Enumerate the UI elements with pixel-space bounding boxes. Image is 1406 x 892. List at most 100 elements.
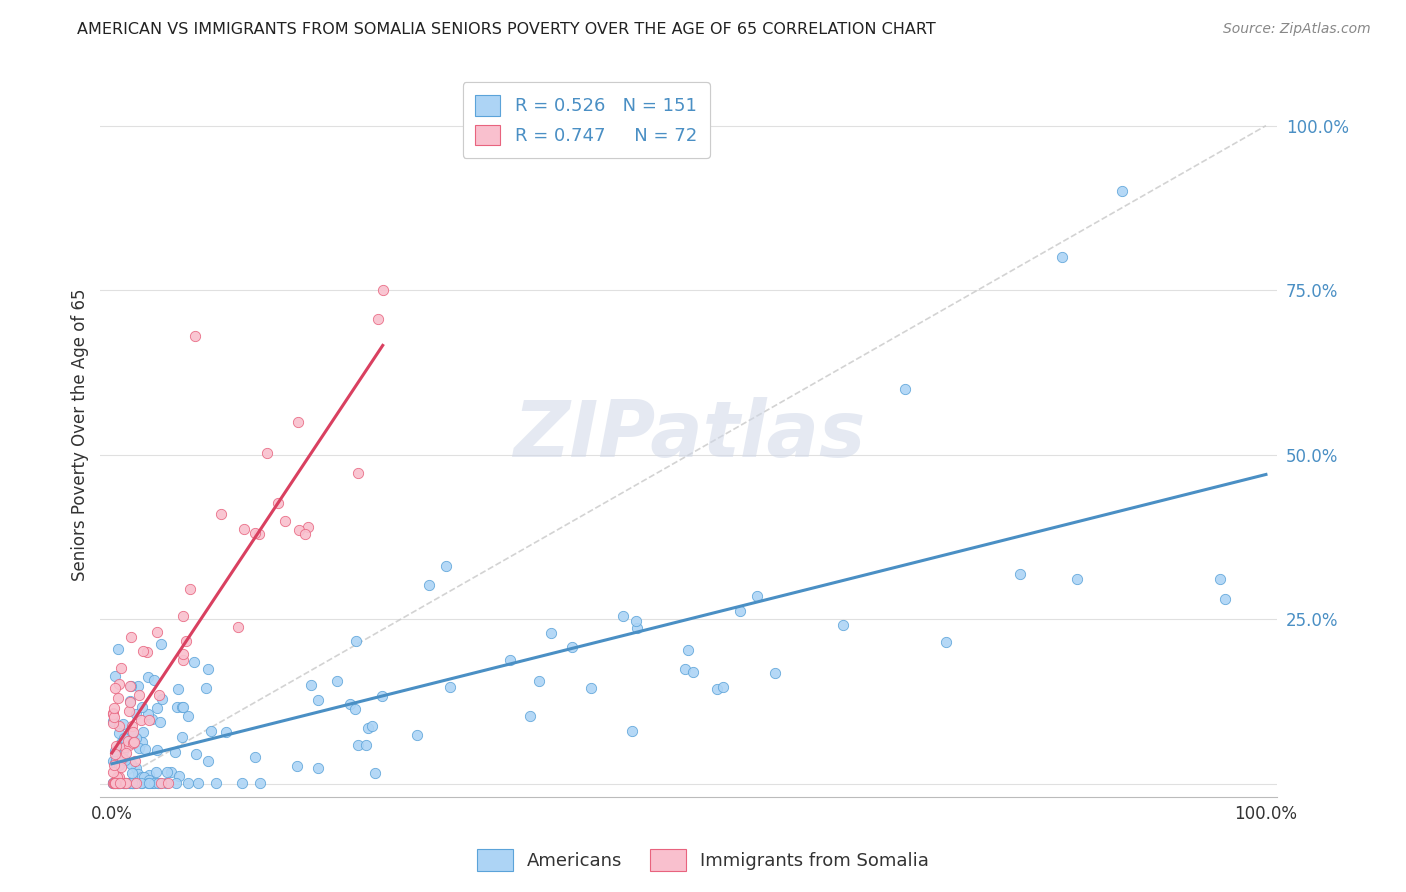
Point (148, 688, 170, 702)
Point (101, 776, 124, 790)
Point (1050, 250, 1073, 264)
Point (132, 725, 155, 739)
Point (114, 739, 136, 754)
Point (436, 559, 458, 574)
Point (118, 704, 141, 718)
Point (120, 756, 142, 771)
Point (166, 682, 188, 697)
Point (122, 735, 145, 749)
Point (107, 677, 129, 691)
Point (122, 776, 145, 790)
Point (297, 520, 319, 534)
Point (122, 776, 145, 790)
Point (1010, 566, 1032, 581)
Point (226, 620, 249, 634)
Point (110, 759, 132, 773)
Point (108, 776, 131, 790)
Point (418, 577, 440, 591)
Point (287, 415, 309, 429)
Point (527, 674, 550, 689)
Text: ZIPatlas: ZIPatlas (513, 397, 865, 473)
Point (105, 776, 128, 790)
Point (111, 776, 134, 790)
Point (149, 775, 172, 789)
Point (117, 776, 139, 790)
Point (103, 700, 125, 714)
Point (187, 776, 209, 790)
Point (118, 695, 141, 709)
Point (243, 525, 266, 540)
Point (108, 776, 131, 790)
Point (247, 526, 270, 541)
Point (165, 746, 187, 760)
Point (156, 776, 179, 790)
Point (138, 773, 160, 788)
Point (114, 776, 136, 790)
Point (101, 714, 124, 728)
Point (371, 689, 394, 703)
Point (205, 776, 228, 790)
Point (364, 765, 387, 780)
Point (138, 713, 160, 727)
Point (579, 681, 602, 695)
Point (136, 706, 159, 721)
Point (299, 677, 322, 691)
Point (104, 776, 127, 790)
Point (141, 776, 163, 790)
Point (146, 743, 169, 757)
Point (108, 719, 131, 733)
Point (146, 625, 169, 640)
Point (145, 764, 167, 779)
Point (673, 662, 696, 676)
Point (112, 776, 135, 790)
Point (103, 710, 125, 724)
Point (307, 693, 329, 707)
Point (131, 700, 153, 714)
Point (111, 751, 134, 765)
Point (131, 776, 153, 790)
Point (104, 747, 127, 761)
Point (107, 691, 129, 706)
Point (183, 655, 205, 669)
Point (243, 750, 266, 764)
Point (138, 776, 160, 790)
Point (231, 776, 253, 790)
Point (129, 713, 152, 727)
Point (561, 640, 583, 654)
Point (101, 776, 124, 790)
Point (124, 755, 146, 769)
Point (115, 776, 138, 790)
Point (107, 642, 129, 657)
Point (160, 765, 183, 780)
Point (626, 621, 648, 635)
Point (107, 776, 129, 790)
Point (104, 681, 127, 696)
Point (101, 754, 124, 768)
Point (131, 735, 153, 749)
Point (371, 283, 394, 297)
Point (367, 312, 389, 326)
Point (1209, 572, 1232, 586)
Point (134, 770, 156, 784)
Point (174, 634, 197, 648)
Point (104, 744, 127, 758)
Point (626, 614, 648, 628)
Point (121, 765, 143, 780)
Point (101, 707, 124, 722)
Point (893, 382, 915, 396)
Point (1111, 185, 1133, 199)
Point (200, 724, 222, 739)
Point (184, 747, 207, 762)
Point (267, 496, 290, 510)
Point (134, 742, 156, 756)
Point (706, 682, 728, 697)
Point (120, 776, 142, 790)
Point (288, 523, 311, 537)
Point (114, 731, 136, 746)
Point (138, 671, 160, 685)
Point (110, 735, 132, 749)
Text: Source: ZipAtlas.com: Source: ZipAtlas.com (1223, 22, 1371, 37)
Point (132, 644, 155, 658)
Point (105, 770, 128, 784)
Point (540, 625, 562, 640)
